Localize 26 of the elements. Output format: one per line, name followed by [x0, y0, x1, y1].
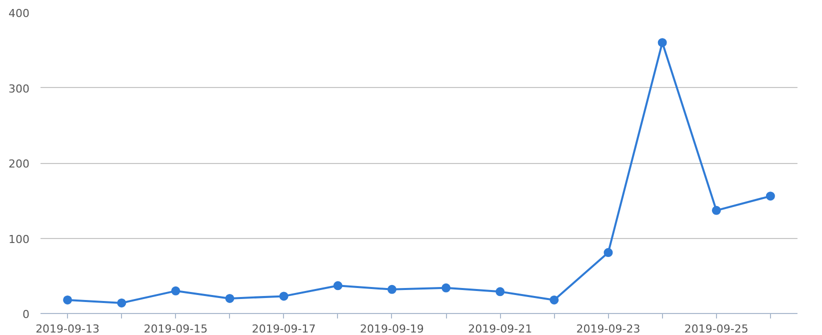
x-tick-label: 2019-09-13 [36, 322, 100, 335]
point [442, 283, 451, 292]
point [63, 295, 72, 304]
point [712, 206, 721, 215]
point [550, 295, 559, 304]
y-tick-label: 100 [8, 232, 30, 246]
x-tick-label: 2019-09-17 [252, 322, 316, 335]
y-tick-label: 0 [22, 308, 30, 321]
point [225, 294, 234, 303]
point [333, 281, 342, 290]
point [387, 284, 396, 294]
x-tick-label: 2019-09-25 [684, 322, 748, 335]
y-tick-label: 400 [8, 7, 30, 20]
point [496, 287, 505, 296]
y-tick-label: 300 [8, 82, 30, 96]
point [279, 292, 288, 301]
x-tick-label: 2019-09-15 [144, 322, 208, 335]
point [117, 298, 126, 308]
y-tick-label: 200 [8, 158, 30, 170]
point [658, 38, 667, 48]
x-tick-label: 2019-09-19 [360, 322, 424, 335]
point [171, 286, 180, 296]
point [604, 248, 613, 258]
x-tick-label: 2019-09-23 [576, 322, 640, 335]
point [766, 192, 775, 201]
x-tick-label: 2019-09-21 [468, 322, 532, 335]
